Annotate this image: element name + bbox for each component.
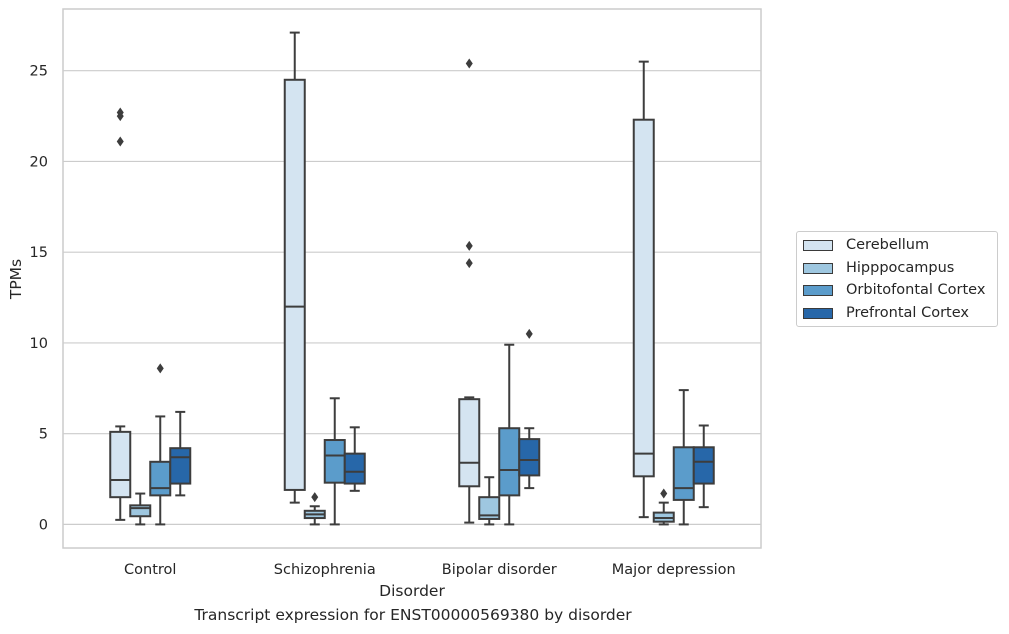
y-axis-ticks: 0 5 10 15 20 25	[30, 64, 48, 534]
x-axis-ticks: Control Schizophrenia Bipolar disorder Majo…	[124, 562, 736, 578]
legend: Cerebellum Hipppocampus Orbitofontal Cor…	[796, 231, 998, 327]
legend-label: Hipppocampus	[846, 260, 955, 276]
box-body	[283, 78, 306, 491]
box-body	[672, 446, 695, 501]
box-hipppocampus	[129, 492, 152, 526]
box-hipppocampus	[478, 476, 501, 526]
x-tick-label: Schizophrenia	[274, 562, 376, 578]
y-tick-label: 15	[30, 245, 48, 261]
box-body	[343, 452, 366, 485]
outlier-point	[156, 363, 164, 374]
y-tick-label: 20	[30, 154, 48, 170]
legend-label: Cerebellum	[846, 237, 930, 253]
box-prefrontal-cortex	[518, 328, 541, 490]
box-orbitofontal-cortex	[149, 363, 172, 526]
legend-swatch	[803, 307, 833, 319]
y-tick-label: 0	[39, 517, 48, 533]
legend-label: Orbitofontal Cortex	[846, 282, 986, 298]
box-prefrontal-cortex	[169, 410, 192, 497]
y-tick-label: 25	[30, 64, 48, 80]
box-prefrontal-cortex	[343, 426, 366, 492]
box-orbitofontal-cortex	[498, 343, 521, 526]
box-hipppocampus	[652, 488, 675, 526]
box-body	[458, 398, 481, 488]
legend-swatch	[803, 262, 833, 274]
legend-swatch	[803, 284, 833, 296]
box-orbitofontal-cortex	[323, 397, 346, 526]
legend-item-orbitofrontal-cortex: Orbitofontal Cortex	[803, 279, 985, 301]
outlier-point	[465, 58, 473, 69]
box-orbitofontal-cortex	[672, 389, 695, 526]
box-cerebellum	[632, 60, 655, 519]
outlier-point	[116, 111, 124, 122]
plot-frame	[62, 8, 762, 549]
x-tick-label: Control	[124, 562, 176, 578]
box-cerebellum	[283, 31, 306, 504]
legend-swatch	[803, 239, 833, 251]
outlier-point	[311, 492, 319, 503]
outlier-point	[116, 136, 124, 147]
box-body	[109, 430, 132, 499]
chart-caption: Transcript expression for ENST0000056938…	[194, 606, 632, 624]
box-prefrontal-cortex	[692, 424, 715, 509]
box-body	[129, 504, 152, 518]
grid-lines	[63, 70, 761, 526]
legend-item-hippocampus: Hipppocampus	[803, 257, 954, 279]
x-tick-label: Bipolar disorder	[442, 562, 557, 578]
legend-label: Prefrontal Cortex	[846, 305, 969, 321]
box-body	[632, 118, 655, 478]
x-axis-label: Disorder	[379, 582, 445, 600]
legend-item-cerebellum: Cerebellum	[803, 234, 929, 256]
y-axis-label: TPMs	[7, 259, 25, 300]
box-body	[498, 427, 521, 497]
outlier-point	[660, 488, 668, 499]
y-tick-label: 10	[30, 336, 48, 352]
box-cerebellum	[109, 107, 132, 521]
box-cerebellum	[458, 58, 481, 524]
box-body	[692, 446, 715, 485]
outlier-point	[465, 240, 473, 251]
box-body	[323, 439, 346, 484]
outlier-point	[465, 258, 473, 269]
box-hipppocampus	[303, 492, 326, 526]
box-plot-series	[109, 31, 715, 526]
box-body	[478, 496, 501, 520]
box-body	[518, 438, 541, 477]
outlier-point	[525, 328, 533, 339]
y-tick-label: 5	[39, 427, 48, 443]
box-body	[149, 460, 172, 497]
box-body	[169, 447, 192, 485]
x-tick-label: Major depression	[612, 562, 736, 578]
legend-item-prefrontal-cortex: Prefrontal Cortex	[803, 302, 969, 324]
